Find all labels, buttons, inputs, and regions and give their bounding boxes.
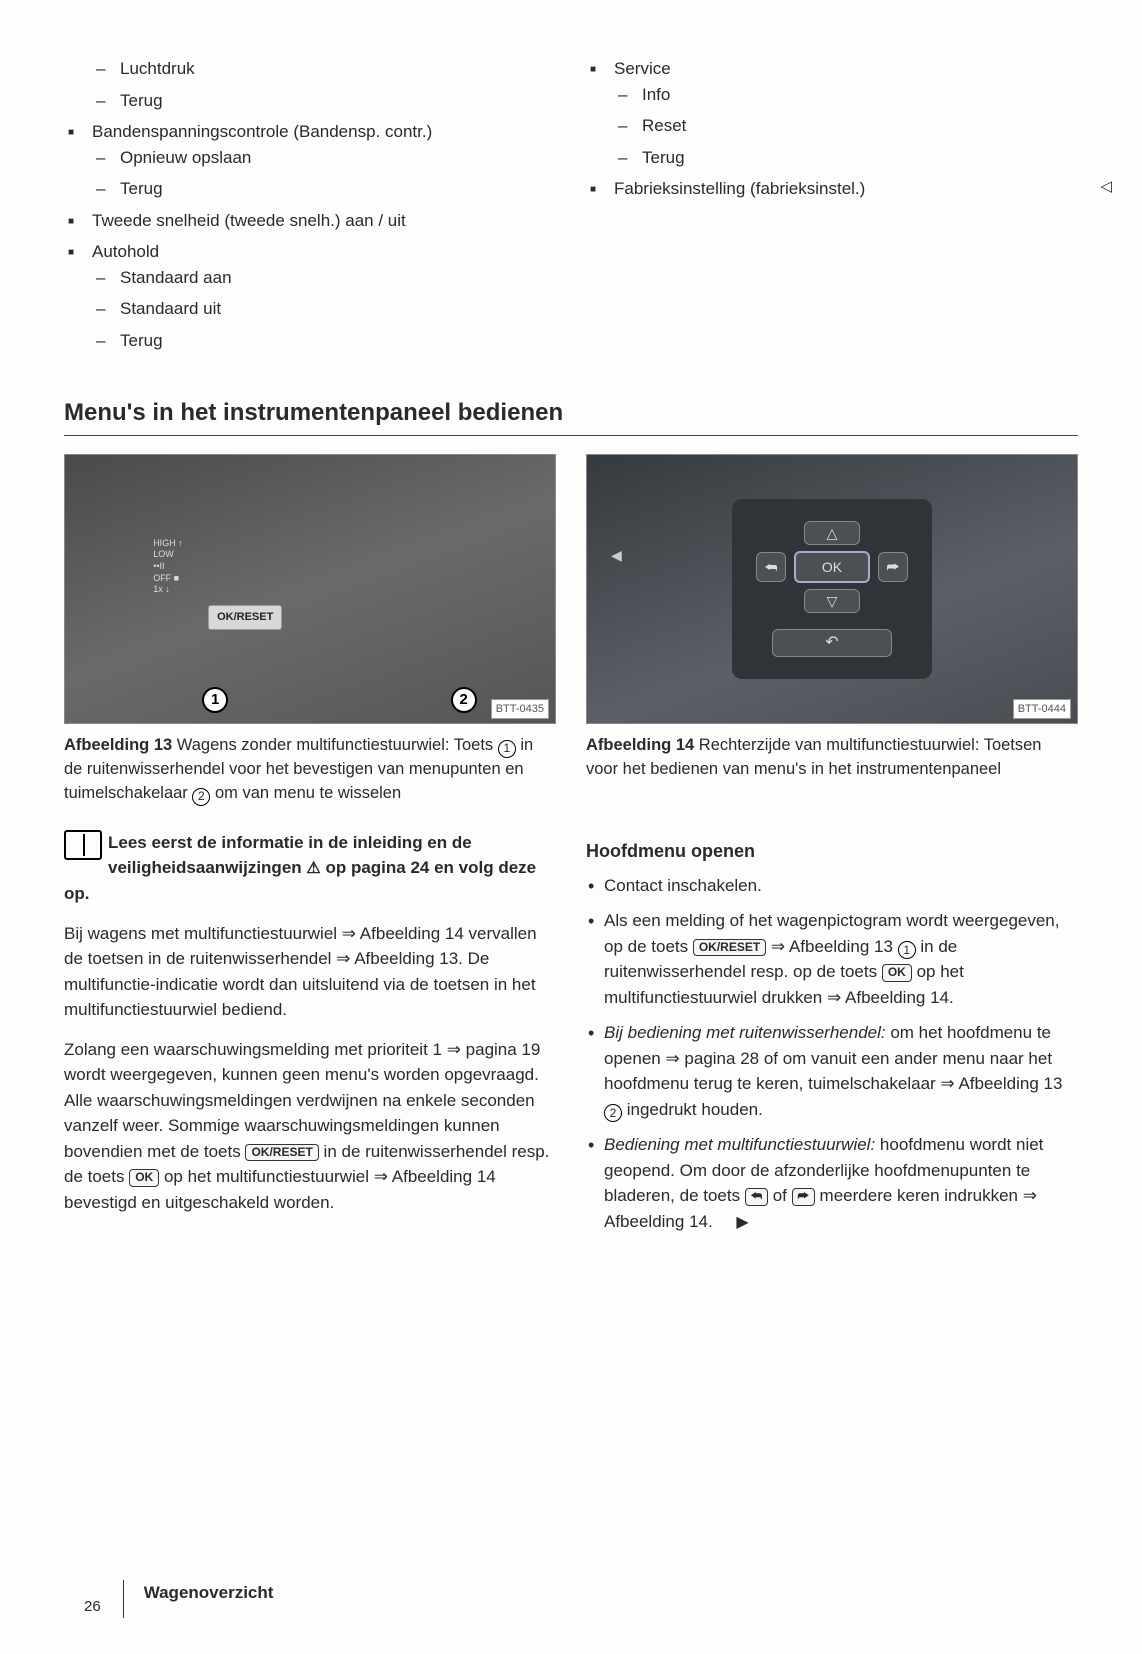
book-icon — [64, 830, 102, 860]
figure-row: HIGH ↑ LOW ••II OFF ■ 1x ↓ OK/RESET 1 2 … — [64, 454, 1078, 806]
bullet-item: Contact inschakelen. — [586, 873, 1078, 899]
left-page-btn: ⮪ — [756, 552, 786, 582]
callout-1: 1 — [202, 687, 228, 713]
bullet-item: Bediening met multifunctiestuurwiel: hoo… — [586, 1132, 1078, 1235]
figure-14: ◀ △ ⮪ OK ⮫ ▽ ↶ BTT-0444 Afbeelding 14 Re… — [586, 454, 1078, 806]
paragraph: Bij wagens met multifunctiestuurwiel ⇒ A… — [64, 921, 556, 1023]
down-arrow-btn: ▽ — [804, 589, 860, 613]
figure-13-caption: Afbeelding 13 Wagens zonder multifunctie… — [64, 734, 556, 806]
caption-text: Wagens zonder multifunctiestuurwiel: Toe… — [177, 736, 498, 754]
figure-13-image: HIGH ↑ LOW ••II OFF ■ 1x ↓ OK/RESET 1 2 … — [64, 454, 556, 724]
callout-2: 2 — [451, 687, 477, 713]
list-item: Terug — [92, 328, 556, 354]
circled-1: 1 — [898, 941, 916, 959]
figure-tag: BTT-0444 — [1013, 699, 1071, 720]
list-continuation: Luchtdruk Terug — [92, 56, 556, 113]
left-triangle-icon: ◀ — [611, 545, 622, 566]
list-item: Terug — [92, 88, 556, 114]
sublist: Opnieuw opslaan Terug — [92, 145, 556, 202]
list-item: Luchtdruk — [92, 56, 556, 82]
list-item: Fabrieksinstelling (fabrieksinstel.) ◁ — [586, 176, 1078, 202]
b-italic: Bediening met multifunctiestuurwiel: — [604, 1135, 875, 1154]
footer-label: Wagenoverzicht — [123, 1580, 274, 1618]
list-item: Bandenspanningscontrole (Bandensp. contr… — [64, 119, 556, 202]
ok-key-icon: OK — [129, 1169, 159, 1187]
prev-key-icon: ⮪ — [745, 1188, 768, 1206]
list-item: Reset — [614, 113, 1078, 139]
mf-middle-row: ⮪ OK ⮫ — [756, 551, 908, 583]
top-right-col: Service Info Reset Terug Fabrieksinstell… — [586, 56, 1078, 359]
ok-btn: OK — [794, 551, 870, 583]
b-italic: Bij bediening met ruitenwisserhendel: — [604, 1023, 886, 1042]
sublist: Info Reset Terug — [614, 82, 1078, 171]
caption-bold: Afbeelding 13 — [64, 736, 177, 754]
list-label: Service — [614, 59, 671, 78]
mf-wheel-panel: △ ⮪ OK ⮫ ▽ ↶ — [732, 499, 932, 679]
warning-triangle-icon: ⚠ — [306, 857, 320, 881]
bullet-item: Bij bediening met ruitenwisserhendel: om… — [586, 1020, 1078, 1122]
caption-text: om van menu te wisselen — [210, 784, 401, 802]
okreset-button-graphic: OK/RESET — [208, 605, 282, 630]
subheading: Hoofdmenu openen — [586, 838, 1078, 865]
ok-key-icon: OK — [882, 964, 912, 982]
list-item: Service Info Reset Terug — [586, 56, 1078, 170]
next-key-icon: ⮫ — [792, 1188, 815, 1206]
list-item: Standaard uit — [92, 296, 556, 322]
figure-13: HIGH ↑ LOW ••II OFF ■ 1x ↓ OK/RESET 1 2 … — [64, 454, 556, 806]
right-page-btn: ⮫ — [878, 552, 908, 582]
intro-warning: Lees eerst de informatie in de inleiding… — [64, 830, 556, 907]
paragraph: Zolang een waarschuwingsmelding met prio… — [64, 1037, 556, 1216]
figure-14-image: ◀ △ ⮪ OK ⮫ ▽ ↶ BTT-0444 — [586, 454, 1078, 724]
b-text: ⇒ Afbeelding 13 — [771, 937, 898, 956]
list-item: Standaard aan — [92, 265, 556, 291]
list-item: Info — [614, 82, 1078, 108]
body-columns: Lees eerst de informatie in de inleiding… — [64, 830, 1078, 1245]
list-service: Service Info Reset Terug Fabrieksinstell… — [586, 56, 1078, 202]
list-label: Fabrieksinstelling (fabrieksinstel.) — [614, 179, 865, 198]
figure-14-caption: Afbeelding 14 Rechterzijde van multifunc… — [586, 734, 1078, 782]
section-title: Menu's in het instrumentenpaneel bediene… — [64, 395, 1078, 436]
circled-2: 2 — [192, 788, 210, 806]
circled-2: 2 — [604, 1104, 622, 1122]
top-menu-lists: Luchtdruk Terug Bandenspanningscontrole … — [64, 56, 1078, 359]
back-btn: ↶ — [772, 629, 892, 657]
list-bandensp: Bandenspanningscontrole (Bandensp. contr… — [64, 119, 556, 353]
up-arrow-btn: △ — [804, 521, 860, 545]
caption-bold: Afbeelding 14 — [586, 736, 699, 754]
list-item: Opnieuw opslaan — [92, 145, 556, 171]
continue-arrow-icon: ▶ — [736, 1214, 748, 1231]
list-label: Autohold — [92, 242, 159, 261]
page-footer: 26 Wagenoverzicht — [84, 1580, 273, 1618]
figure-tag: BTT-0435 — [491, 699, 549, 720]
b-text: of — [768, 1186, 792, 1205]
list-item: Tweede snelheid (tweede snelh.) aan / ui… — [64, 208, 556, 234]
page-number: 26 — [84, 1596, 101, 1619]
lever-labels: HIGH ↑ LOW ••II OFF ■ 1x ↓ — [153, 538, 183, 596]
sublist: Standaard aan Standaard uit Terug — [92, 265, 556, 354]
okreset-key-icon: OK/RESET — [693, 939, 766, 957]
bullet-item: Als een melding of het wagenpictogram wo… — [586, 908, 1078, 1010]
wiper-lever-graphic: HIGH ↑ LOW ••II OFF ■ 1x ↓ OK/RESET — [114, 509, 506, 670]
okreset-key-icon: OK/RESET — [245, 1144, 318, 1162]
circled-1: 1 — [498, 740, 516, 758]
list-item: Autohold Standaard aan Standaard uit Ter… — [64, 239, 556, 353]
b-text: ingedrukt houden. — [622, 1100, 763, 1119]
hoofdmenu-list: Contact inschakelen. Als een melding of … — [586, 873, 1078, 1235]
list-item: Terug — [614, 145, 1078, 171]
list-item: Terug — [92, 176, 556, 202]
list-label: Bandenspanningscontrole (Bandensp. contr… — [92, 122, 432, 141]
body-left-col: Lees eerst de informatie in de inleiding… — [64, 830, 556, 1245]
end-marker-icon: ◁ — [1100, 176, 1112, 199]
top-left-col: Luchtdruk Terug Bandenspanningscontrole … — [64, 56, 556, 359]
body-right-col: Hoofdmenu openen Contact inschakelen. Al… — [586, 830, 1078, 1245]
